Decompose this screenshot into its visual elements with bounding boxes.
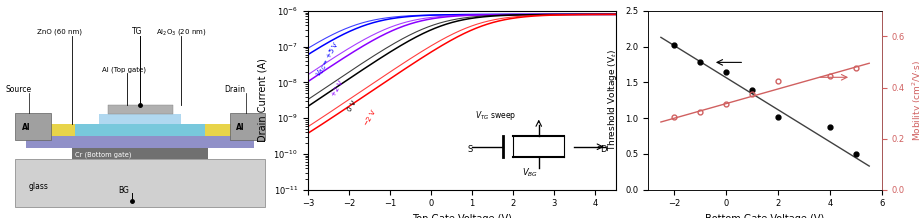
Text: ZnO (60 nm): ZnO (60 nm) — [37, 29, 82, 35]
Bar — [205, 124, 254, 136]
Text: Al$_2$O$_3$ (20 nm): Al$_2$O$_3$ (20 nm) — [156, 27, 207, 37]
Text: glass: glass — [29, 182, 49, 191]
Y-axis label: Mobility (cm$^2$/V·s): Mobility (cm$^2$/V·s) — [911, 60, 919, 141]
Bar — [73, 148, 208, 159]
Text: 0 V: 0 V — [346, 100, 357, 113]
Text: Al: Al — [22, 123, 30, 132]
Bar — [27, 136, 254, 148]
Y-axis label: Drain Current (A): Drain Current (A) — [258, 58, 267, 142]
Bar — [16, 159, 265, 207]
Bar — [108, 105, 173, 114]
Bar — [99, 114, 181, 124]
Text: Al (Top gate): Al (Top gate) — [102, 66, 146, 73]
Bar — [27, 124, 254, 136]
Y-axis label: Threshold Voltage (V$_t$): Threshold Voltage (V$_t$) — [607, 49, 619, 151]
Text: BG: BG — [119, 186, 130, 195]
Text: $-$2 V: $-$2 V — [361, 107, 379, 128]
X-axis label: Top Gate Voltage (V): Top Gate Voltage (V) — [412, 214, 512, 218]
Text: Drain: Drain — [224, 85, 245, 94]
Text: +2 V: +2 V — [331, 80, 345, 98]
Bar — [27, 124, 75, 136]
Text: Source: Source — [6, 85, 32, 94]
X-axis label: Bottom Gate Voltage (V): Bottom Gate Voltage (V) — [706, 214, 824, 218]
Bar — [230, 113, 265, 140]
Text: TG: TG — [132, 27, 142, 36]
Text: $V_{BG}$= +5 V: $V_{BG}$= +5 V — [314, 40, 343, 79]
Bar — [16, 113, 51, 140]
Text: Cr (Bottom gate): Cr (Bottom gate) — [75, 151, 131, 158]
Text: Al: Al — [236, 123, 244, 132]
